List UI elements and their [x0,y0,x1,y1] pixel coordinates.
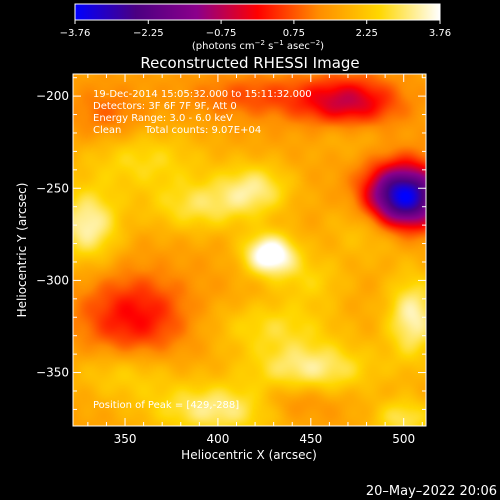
x-tick-label: 450 [299,432,322,446]
x-tick-label: 350 [114,432,137,446]
time-range-label: 19-Dec-2014 15:05:32.000 to 15:11:32.000 [93,89,312,100]
y-tick-label: −200 [36,89,69,103]
y-axis-label: Heliocentric Y (arcsec) [15,183,29,318]
chart-title: Reconstructed RHESSI Image [140,54,359,72]
x-tick-label: 500 [392,432,415,446]
detectors-label: Detectors: 3F 6F 7F 9F, Att 0 [93,101,237,112]
colorbar-tick-label: 0.75 [283,28,305,39]
colorbar-tick-label: 3.76 [429,28,451,39]
colorbar-units-label: (photons cm−2 s−1 asec−2) [192,39,324,52]
colorbar-tick-label: −3.76 [60,28,91,39]
image-annotations: 19-Dec-2014 15:05:32.000 to 15:11:32.000… [93,89,312,411]
y-tick-label: −350 [36,366,69,380]
clean-label: Clean [93,125,121,136]
y-axis: −200 −250 −300 −350 [36,77,426,410]
x-axis-label: Heliocentric X (arcsec) [181,448,317,462]
colorbar: −3.76 −2.25 −0.75 0.75 2.25 3.76 (photons cm−… [60,3,451,52]
footer-timestamp: 20–May–2022 20:06 [366,484,497,499]
colorbar-tick-label: −2.25 [133,28,164,39]
colorbar-tick-label: 2.25 [356,28,378,39]
plot-frame [72,73,427,427]
colorbar-tick-label: −0.75 [206,28,237,39]
y-tick-label: −250 [36,181,69,195]
heatmap-image [73,74,426,426]
y-tick-label: −300 [36,273,69,287]
x-tick-label: 400 [206,432,229,446]
energy-range-label: Energy Range: 3.0 - 6.0 keV [93,113,233,124]
colorbar-gradient [74,3,441,21]
peak-position-label: Position of Peak = [429,-288] [93,400,239,411]
colorbar-ticks: −3.76 −2.25 −0.75 0.75 2.25 3.76 [60,20,451,39]
x-axis: 350 400 450 500 [87,74,423,446]
total-counts-label: Total counts: 9.07E+04 [144,125,261,136]
